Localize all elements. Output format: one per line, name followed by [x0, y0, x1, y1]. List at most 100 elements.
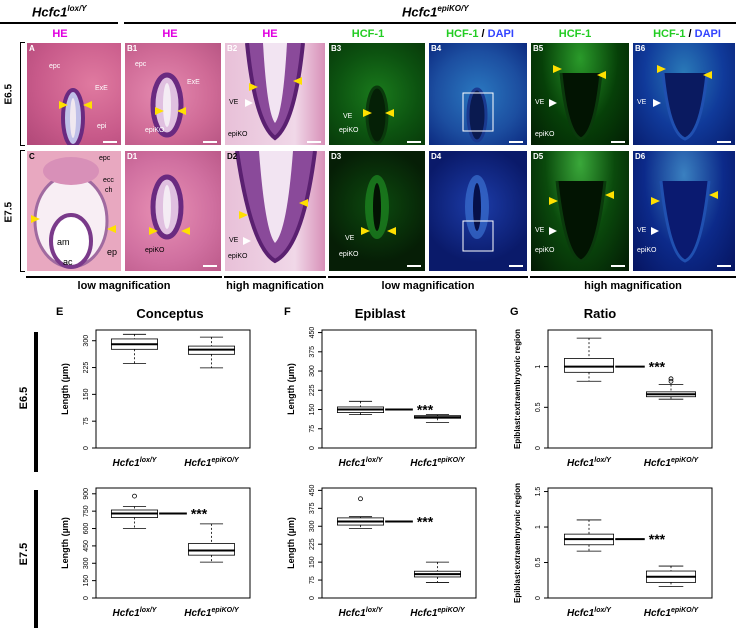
- anno-ve: VE: [343, 113, 353, 120]
- category-sup: lox/Y: [366, 457, 384, 464]
- category-base: Hcfc1: [644, 608, 672, 619]
- row-label-e75: E7.5: [3, 201, 15, 223]
- category-sup: lox/Y: [594, 457, 612, 464]
- mag-underline-low2: [328, 276, 528, 278]
- chart-row-bar-e75: [34, 490, 38, 628]
- box-iqr: [564, 358, 615, 373]
- yellow-arrowhead: [249, 83, 258, 91]
- graph-letter-e: E: [56, 306, 64, 318]
- panel-letter: B1: [127, 44, 138, 53]
- white-arrowhead: [653, 99, 661, 107]
- yellow-arrowhead: [363, 109, 372, 117]
- y-tick-label: 1: [535, 365, 542, 369]
- x-category-label: Hcfc1lox/Y: [567, 457, 612, 469]
- row-bracket-e65: [20, 42, 25, 146]
- panel-letter: B6: [635, 44, 646, 53]
- anno-ve: VE: [535, 227, 545, 234]
- anno-ecc: ecc: [103, 177, 114, 184]
- y-tick-label: 0: [83, 596, 90, 600]
- embryo-section-drawing: [659, 180, 711, 263]
- y-tick-label: 600: [83, 523, 90, 535]
- y-tick-label: 75: [309, 576, 316, 584]
- stain-label-he-a: HE: [52, 28, 68, 40]
- embryo-section-drawing: [33, 157, 109, 269]
- y-tick-label: 0: [535, 596, 542, 600]
- panel-letter: D5: [533, 152, 544, 161]
- x-category-label: Hcfc1epiKO/Y: [184, 457, 240, 469]
- yellow-arrowhead: [59, 101, 68, 109]
- graph-title-conceptus: Conceptus: [136, 306, 204, 321]
- genotype-header-lox: Hcfc1lox/Y: [32, 4, 87, 19]
- category-sup: lox/Y: [366, 607, 384, 614]
- x-category-label: Hcfc1lox/Y: [339, 457, 384, 469]
- yellow-arrowhead: [239, 211, 248, 219]
- stain-label-hcf1-b3: HCF-1: [351, 28, 385, 40]
- panel-a-he-e65: A epc ExE epi: [26, 42, 122, 146]
- plot-frame: [321, 487, 477, 599]
- embryo-section-drawing: [150, 174, 184, 240]
- category-base: Hcfc1: [567, 608, 595, 619]
- y-tick-label: 150: [309, 404, 316, 416]
- row-label-e65: E6.5: [3, 83, 15, 105]
- y-tick-label: 225: [309, 384, 316, 396]
- significance-stars: ***: [649, 531, 666, 547]
- x-category-label: Hcfc1lox/Y: [113, 457, 158, 469]
- panel-letter: B5: [533, 44, 544, 53]
- anno-ve: VE: [229, 99, 239, 106]
- anno-ch: ch: [105, 187, 113, 194]
- category-sup: lox/Y: [140, 457, 158, 464]
- yellow-arrowhead: [83, 101, 92, 109]
- graph-title-ratio: Ratio: [583, 306, 617, 321]
- scale-bar: [509, 265, 523, 267]
- yellow-arrowhead: [605, 191, 614, 199]
- chart-row-bar-e65: [34, 332, 38, 472]
- anno-epiko: epiKO: [228, 253, 248, 260]
- plot-frame: [95, 487, 251, 599]
- graph-letter-f: F: [284, 306, 291, 318]
- mag-label-low-left: low magnification: [77, 280, 171, 292]
- embryo-section-drawing: [61, 88, 85, 145]
- y-axis-label: Length (µm): [60, 363, 70, 415]
- outlier-point: [132, 493, 137, 499]
- panel-letter: B3: [331, 44, 342, 53]
- boxplot-ratio-e65: 0 0.5 1 Epiblast:extraembryonic region Hcfc1…: [513, 329, 713, 469]
- category-base: Hcfc1: [339, 458, 367, 469]
- category-base: Hcfc1: [644, 458, 672, 469]
- y-tick-label: 150: [83, 388, 90, 400]
- genotype-header-epiko: Hcfc1epiKO/Y: [402, 4, 469, 19]
- anno-epiko: epiKO: [228, 131, 248, 138]
- significance-stars: ***: [417, 402, 434, 418]
- panel-letter: C: [29, 152, 35, 161]
- anno-exe: ExE: [187, 79, 200, 86]
- outlier-point: [668, 378, 674, 384]
- y-axis-label: Epiblast:extraembryonic region: [513, 329, 522, 449]
- y-tick-label: 0.5: [535, 558, 542, 568]
- y-tick-label: 75: [309, 425, 316, 433]
- category-sup: epiKO/Y: [212, 457, 241, 464]
- category-base: Hcfc1: [410, 608, 438, 619]
- anno-ve: VE: [535, 99, 545, 106]
- anno-ep: ep: [107, 247, 118, 257]
- panel-b1-he-e65: B1 epc ExE epiKO: [124, 42, 222, 146]
- embryo-section-drawing: [462, 175, 494, 252]
- x-category-label: Hcfc1lox/Y: [113, 607, 158, 619]
- plot-frame: [321, 329, 477, 449]
- category-base: Hcfc1: [339, 608, 367, 619]
- anno-epiko: epiKO: [145, 247, 165, 254]
- yellow-arrowhead: [361, 227, 370, 235]
- category-sup: lox/Y: [594, 607, 612, 614]
- significance-stars: ***: [649, 359, 666, 375]
- genotype-sup: lox/Y: [67, 4, 87, 13]
- panel-letter: A: [29, 44, 35, 53]
- y-tick-label: 0: [83, 446, 90, 450]
- y-tick-label: 225: [83, 362, 90, 374]
- embryo-section-drawing: [555, 180, 607, 263]
- x-category-label: Hcfc1epiKO/Y: [410, 457, 466, 469]
- anno-epc: epc: [49, 63, 61, 70]
- scale-bar: [611, 265, 625, 267]
- yellow-arrowhead: [651, 197, 660, 205]
